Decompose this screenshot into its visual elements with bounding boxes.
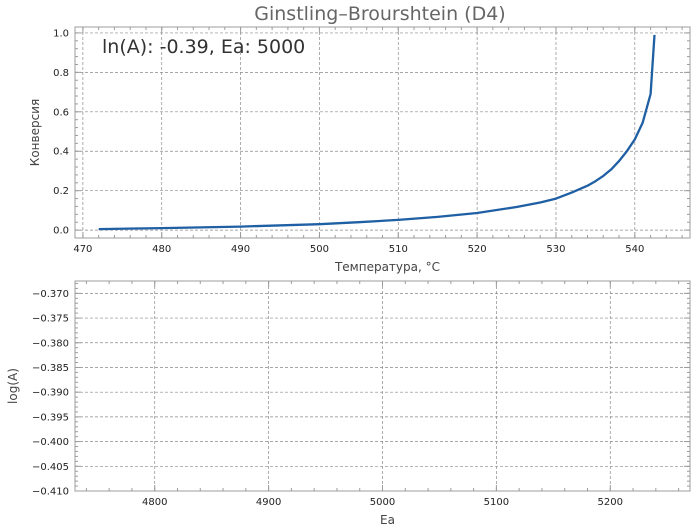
conversion-x-tick-label: 500 xyxy=(310,244,329,255)
log-a-y-tick-label: −0.370 xyxy=(32,289,69,300)
conversion-plot-frame xyxy=(74,26,691,239)
conversion-x-tick-label: 480 xyxy=(152,244,171,255)
conversion-x-tick-label: 470 xyxy=(73,244,92,255)
conversion-x-axis-label: Температура, °C xyxy=(334,260,440,274)
log-a-y-tick-label: −0.385 xyxy=(32,363,69,374)
conversion-y-tick-label: 0.2 xyxy=(53,186,69,197)
log-a-x-tick-label: 4800 xyxy=(142,497,167,508)
log-a-x-tick-label: 5200 xyxy=(598,497,623,508)
conversion-x-tick-label: 520 xyxy=(468,244,487,255)
conversion-x-tick-label: 490 xyxy=(231,244,250,255)
conversion-x-tick-label: 510 xyxy=(389,244,408,255)
log-a-plot: 4800 4900 5000 5100 5200 −0.410 −0.405 −0.400 −0… xyxy=(6,280,691,527)
log-a-y-tick-label: −0.395 xyxy=(32,412,69,423)
conversion-y-tick-label: 0.8 xyxy=(53,68,69,79)
log-a-x-tick-label: 4900 xyxy=(256,497,281,508)
conversion-series-line xyxy=(98,34,656,231)
conversion-y-tick-label: 1.0 xyxy=(53,28,69,39)
conversion-y-tick-label: 0.6 xyxy=(53,107,69,118)
conversion-y-axis-label: Конверсия xyxy=(28,99,42,166)
log-a-y-tick-label: −0.410 xyxy=(32,487,69,498)
log-a-y-tick-label: −0.380 xyxy=(32,338,69,349)
log-a-y-tick-label: −0.400 xyxy=(32,437,69,448)
log-a-y-tick-label: −0.405 xyxy=(32,462,69,473)
conversion-y-tick-label: 0.4 xyxy=(53,147,69,158)
conversion-y-tick-label: 0.0 xyxy=(53,226,69,237)
conversion-x-tick-label: 540 xyxy=(625,244,644,255)
chart-title: Ginstling–Brourshtein (D4) xyxy=(254,3,505,25)
log-a-y-tick-label: −0.390 xyxy=(32,388,69,399)
log-a-x-tick-label: 5000 xyxy=(370,497,395,508)
log-a-y-axis-label: log(A) xyxy=(6,368,20,404)
log-a-x-axis-label: Ea xyxy=(380,513,395,527)
log-a-y-tick-label: −0.375 xyxy=(32,314,69,325)
conversion-plot: 470 480 490 500 510 520 530 540 0.0 0.2 0.4 0.6 0.8 1… xyxy=(28,26,691,274)
conversion-x-tick-label: 530 xyxy=(546,244,565,255)
log-a-x-tick-label: 5100 xyxy=(484,497,509,508)
conversion-parameter-annotation: ln(A): -0.39, Ea: 5000 xyxy=(102,36,305,58)
